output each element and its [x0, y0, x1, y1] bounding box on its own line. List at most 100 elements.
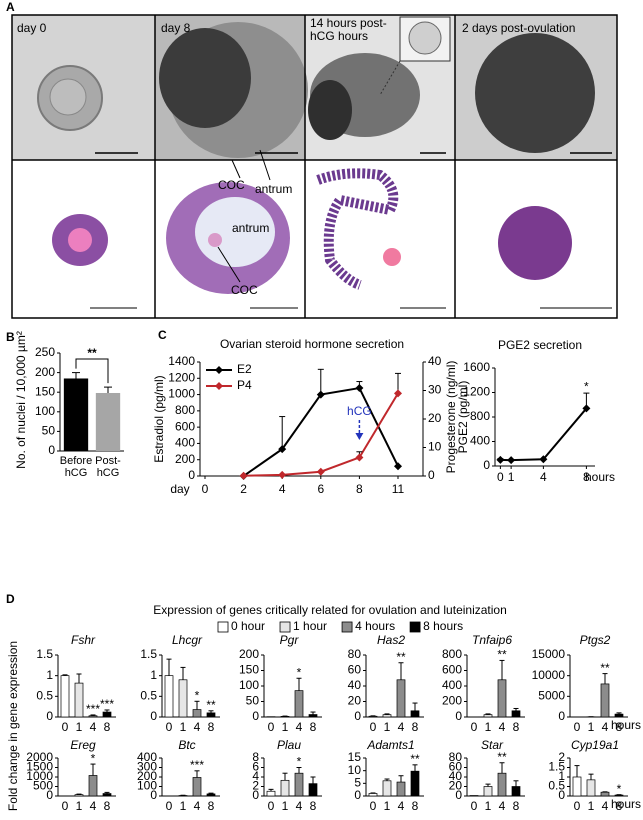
image-shape — [50, 79, 86, 115]
x-tick-label: 0 — [268, 799, 275, 813]
chart-title: Ovarian steroid hormone secretion — [220, 337, 404, 351]
bar — [498, 773, 506, 796]
y-tick-label: 8 — [252, 750, 259, 764]
x-tick-label: 4 — [602, 720, 609, 734]
bar — [193, 710, 201, 717]
bar — [411, 771, 419, 796]
y-tick-label: 600 — [442, 663, 462, 677]
x-tick-label: 1 — [485, 799, 492, 813]
y-tick-label: 5000 — [538, 689, 565, 703]
y-tick-label: 1.5 — [140, 647, 157, 661]
y-tick-label: 60 — [348, 663, 362, 677]
y-tick-label: 2000 — [26, 750, 53, 764]
x-axis-label: day — [170, 482, 189, 496]
significance: ** — [600, 661, 610, 675]
x-tick-label: 4 — [90, 720, 97, 734]
bar — [383, 781, 391, 796]
bar — [411, 711, 419, 717]
bar — [89, 775, 97, 796]
y-tick-label: 30 — [428, 383, 442, 397]
bar — [512, 787, 520, 797]
bar — [103, 712, 111, 717]
x-tick-label: 0 — [202, 482, 209, 496]
x-axis-label: hours — [611, 718, 641, 732]
y-tick-label: 20 — [428, 411, 442, 425]
y-tick-label: 200 — [35, 365, 55, 379]
image-shape — [208, 233, 222, 247]
x-tick-label: 4 — [602, 799, 609, 813]
annotation: hCG — [347, 404, 372, 418]
y-tick-label: 80 — [449, 750, 463, 764]
bar — [207, 794, 215, 796]
image-caption: 14 hours post- hCG hours — [310, 17, 450, 43]
x-tick-label: 8 — [310, 799, 317, 813]
y-tick-label: 10 — [428, 440, 442, 454]
bar — [193, 777, 201, 796]
gene-name: Cyp19a1 — [571, 738, 619, 752]
gene-name: Lhcgr — [172, 633, 203, 647]
x-tick-label: 1 — [76, 720, 83, 734]
bar — [369, 716, 377, 717]
significance: * — [91, 751, 96, 765]
x-tick-label: 4 — [499, 720, 506, 734]
x-tick-label-box: Post- hCG — [84, 455, 132, 485]
y-tick-label: 200 — [442, 694, 462, 708]
legend-label: 0 hour — [231, 619, 265, 633]
bar — [207, 713, 215, 717]
significance: *** — [190, 758, 204, 772]
legend-label: E2 — [237, 362, 252, 376]
x-tick-label: 1 — [282, 799, 289, 813]
gene-name: Plau — [277, 738, 301, 752]
image-caption: 2 days post-ovulation — [462, 21, 575, 35]
y-tick-label: 1 — [46, 668, 53, 682]
bar — [587, 780, 595, 796]
bar — [397, 680, 405, 717]
chart-title: PGE2 secretion — [498, 338, 582, 352]
image-caption: day 0 — [17, 21, 47, 35]
y-tick-label: 200 — [239, 647, 259, 661]
y-tick-label: 1 — [150, 668, 157, 682]
significance: ** — [396, 650, 406, 664]
x-tick-label: 0 — [166, 720, 173, 734]
y-tick-label: 400 — [137, 750, 157, 764]
y-tick-label: 1000 — [168, 387, 195, 401]
x-tick-label: 1 — [180, 720, 187, 734]
bar — [484, 715, 492, 717]
significance: * — [297, 755, 302, 769]
gene-name: Ereg — [70, 738, 96, 752]
x-tick-label: Post- hCG — [84, 455, 132, 479]
bar — [615, 714, 623, 717]
bar — [397, 782, 405, 796]
x-tick-label: 0 — [370, 799, 377, 813]
y-tick-label: 15 — [348, 750, 362, 764]
image-annotation: antrum — [232, 221, 269, 235]
line — [500, 408, 586, 460]
x-tick-label: 4 — [296, 720, 303, 734]
bar — [295, 691, 303, 717]
y-tick-label: 200 — [175, 452, 195, 466]
y-tick-label: 0 — [188, 468, 195, 482]
image-shape — [68, 228, 92, 252]
x-tick-label: 8 — [513, 799, 520, 813]
y-tick-label: 1400 — [168, 354, 195, 368]
y-tick-label: 800 — [175, 403, 195, 417]
significance: ** — [410, 752, 420, 766]
x-tick-label: 1 — [384, 720, 391, 734]
x-tick-label: 2 — [240, 482, 247, 496]
y-tick-label: 0 — [46, 709, 53, 723]
x-tick-label: 0 — [268, 720, 275, 734]
x-tick-label: 8 — [104, 720, 111, 734]
x-tick-label: 8 — [513, 720, 520, 734]
x-tick-label: 8 — [208, 720, 215, 734]
bar — [179, 680, 187, 717]
image-shape — [308, 80, 352, 140]
x-tick-label: 1 — [485, 720, 492, 734]
y-tick-label: 10000 — [532, 668, 566, 682]
bar — [64, 378, 88, 451]
image-shape — [318, 173, 393, 285]
annotation-arrowhead — [355, 433, 363, 440]
bar — [512, 711, 520, 717]
x-tick-label: 0 — [574, 799, 581, 813]
legend-marker — [215, 366, 223, 374]
